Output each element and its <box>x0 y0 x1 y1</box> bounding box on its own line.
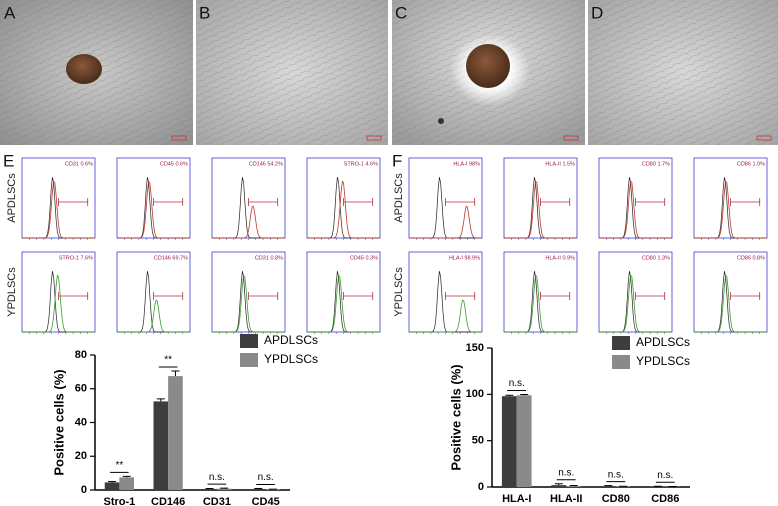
y-tick-label: 50 <box>472 435 484 447</box>
y-axis-label: Positive cells (%) <box>448 364 463 470</box>
significance-label: n.s. <box>258 472 274 483</box>
histogram-label: CD80 1.7% <box>642 161 670 167</box>
histogram-label: HLA-I 98% <box>453 161 480 167</box>
histogram-sample <box>22 274 95 333</box>
x-tick-label: CD146 <box>151 496 185 506</box>
legend-label: YPDLSCs <box>636 354 690 368</box>
histogram-sample <box>212 274 285 333</box>
row-label: APDLSCs <box>6 173 18 223</box>
bar <box>251 488 266 490</box>
x-tick-label: CD86 <box>651 493 679 505</box>
y-tick-label: 40 <box>75 416 87 428</box>
panel-label: F <box>392 151 402 170</box>
histogram-sample <box>22 180 95 239</box>
bar <box>202 488 217 490</box>
y-tick-label: 20 <box>75 450 87 462</box>
significance-label: n.s. <box>509 378 525 389</box>
bar <box>153 401 169 490</box>
y-tick-label: 0 <box>478 481 484 493</box>
x-tick-label: CD45 <box>252 496 280 506</box>
bar <box>119 477 134 490</box>
legend-swatch <box>612 336 630 350</box>
bar <box>216 488 232 490</box>
histogram-sample <box>117 180 190 239</box>
histogram-sample <box>409 205 482 239</box>
histogram-sample <box>117 299 190 333</box>
bar <box>501 396 517 487</box>
histogram-sample <box>307 274 380 333</box>
bar <box>551 485 567 487</box>
legend-label: YPDLSCs <box>264 352 318 366</box>
histogram-label: CD45 0.3% <box>350 255 378 261</box>
bar <box>168 376 183 490</box>
x-tick-label: HLA-II <box>550 493 582 505</box>
histogram-sample <box>694 274 767 333</box>
significance-label: n.s. <box>209 472 225 483</box>
bar <box>516 395 532 487</box>
legend-swatch <box>240 353 258 367</box>
histogram-label: CD31 0.6% <box>65 161 93 167</box>
histogram-label: CD80 1.3% <box>642 255 670 261</box>
legend-label: APDLSCs <box>264 333 318 347</box>
histogram-label: CD86 1.0% <box>737 161 765 167</box>
panel-label: A <box>4 3 16 22</box>
histogram-label: HLA-I 98.9% <box>449 255 480 261</box>
x-tick-label: CD31 <box>203 496 231 506</box>
histogram-label: CD146 54.2% <box>249 161 283 167</box>
histogram-label: CD45 0.6% <box>160 161 188 167</box>
row-label: APDLSCs <box>393 173 405 223</box>
significance-label: ** <box>164 355 172 366</box>
row-label: YPDLSCs <box>393 267 405 317</box>
histogram-sample <box>599 274 672 333</box>
significance-label: n.s. <box>657 470 673 481</box>
bar <box>265 489 281 490</box>
bar <box>566 486 582 487</box>
histogram-sample <box>212 205 285 239</box>
histogram-sample <box>409 299 482 333</box>
histogram-label: STRO-1 7.6% <box>59 255 93 261</box>
histogram-sample <box>504 274 577 333</box>
micrographs <box>0 0 778 145</box>
y-tick-label: 150 <box>466 342 484 354</box>
histogram-sample <box>694 180 767 239</box>
bar <box>600 486 616 487</box>
bar <box>104 482 120 490</box>
legend-label: APDLSCs <box>636 335 690 349</box>
histogram-sample <box>504 180 577 239</box>
y-axis-label: Positive cells (%) <box>51 369 66 475</box>
panel-label: D <box>591 3 603 22</box>
y-tick-label: 80 <box>75 349 87 361</box>
x-tick-label: CD80 <box>602 493 630 505</box>
histogram-sample <box>599 180 672 239</box>
panel-label: C <box>395 3 407 22</box>
histogram-label: HLA-II 0.9% <box>545 255 575 261</box>
histogram-label: CD146 69.7% <box>154 255 188 261</box>
significance-label: n.s. <box>558 467 574 478</box>
significance-label: n.s. <box>608 469 624 480</box>
panel-label: B <box>199 3 210 22</box>
significance-label: ** <box>115 460 123 471</box>
x-tick-label: HLA-I <box>502 493 531 505</box>
y-tick-label: 60 <box>75 383 87 395</box>
panel-label: E <box>3 151 14 170</box>
histogram-sample <box>307 180 380 239</box>
y-tick-label: 0 <box>81 484 87 496</box>
legend-swatch <box>612 355 630 369</box>
legend-swatch <box>240 334 258 348</box>
row-label: YPDLSCs <box>6 267 18 317</box>
histogram-label: HLA-II 1.5% <box>545 161 575 167</box>
histogram-label: CD31 0.8% <box>255 255 283 261</box>
x-tick-label: Stro-1 <box>103 496 135 506</box>
histogram-label: CD86 0.8% <box>737 255 765 261</box>
y-tick-label: 100 <box>466 388 484 400</box>
histogram-label: STRO-1 4.6% <box>344 161 378 167</box>
